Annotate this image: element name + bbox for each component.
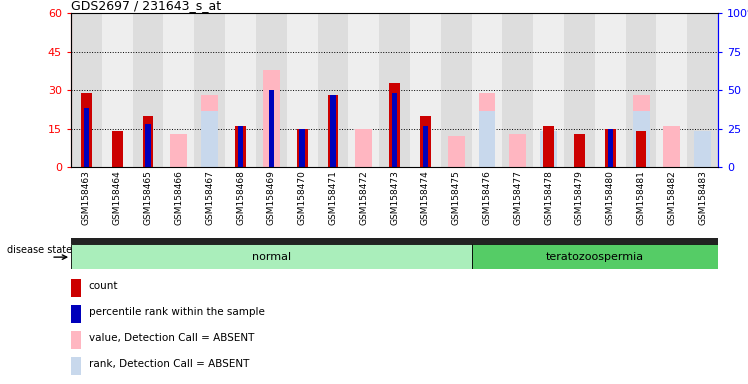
Bar — [71, 280, 81, 298]
Bar — [471, 13, 503, 167]
Bar — [349, 13, 379, 167]
Bar — [71, 358, 81, 375]
Bar — [657, 13, 687, 167]
Bar — [389, 83, 400, 167]
Bar — [636, 131, 646, 167]
Bar — [574, 134, 585, 167]
Text: value, Detection Call = ABSENT: value, Detection Call = ABSENT — [88, 333, 254, 343]
Bar — [331, 95, 336, 167]
Bar — [379, 13, 410, 167]
Bar — [543, 126, 554, 167]
Text: GDS2697 / 231643_s_at: GDS2697 / 231643_s_at — [71, 0, 221, 12]
Text: percentile rank within the sample: percentile rank within the sample — [88, 308, 264, 318]
Bar — [441, 13, 471, 167]
Bar — [420, 116, 431, 167]
Bar — [471, 243, 718, 269]
Bar — [503, 13, 533, 167]
Bar — [71, 331, 81, 349]
Bar — [328, 95, 338, 167]
Bar — [297, 129, 307, 167]
Bar — [423, 126, 428, 167]
Bar — [533, 13, 564, 167]
Bar — [238, 126, 243, 167]
Bar — [299, 129, 305, 167]
Bar — [201, 111, 218, 167]
Bar — [256, 13, 286, 167]
Bar — [694, 134, 711, 167]
Text: rank, Detection Call = ABSENT: rank, Detection Call = ABSENT — [88, 359, 249, 369]
Bar — [605, 129, 616, 167]
Bar — [540, 131, 557, 167]
Text: teratozoospermia: teratozoospermia — [546, 252, 644, 262]
Bar — [171, 134, 187, 167]
Bar — [263, 70, 280, 167]
Bar — [633, 95, 649, 167]
Bar — [509, 134, 527, 167]
Bar — [269, 90, 274, 167]
Bar — [479, 111, 495, 167]
Bar — [607, 129, 613, 167]
Bar — [81, 93, 92, 167]
Bar — [84, 108, 89, 167]
Bar — [355, 129, 373, 167]
Bar — [633, 111, 649, 167]
Bar — [318, 13, 349, 167]
Bar — [663, 126, 681, 167]
Bar — [71, 305, 81, 323]
Bar — [71, 13, 102, 167]
Bar — [286, 13, 318, 167]
Bar — [112, 131, 123, 167]
Bar — [164, 13, 194, 167]
Bar — [564, 13, 595, 167]
Bar — [410, 13, 441, 167]
Bar — [625, 13, 657, 167]
Bar — [145, 124, 151, 167]
Bar — [71, 238, 718, 243]
Bar — [71, 243, 471, 269]
Bar — [102, 13, 132, 167]
Text: normal: normal — [252, 252, 291, 262]
Bar — [143, 116, 153, 167]
Bar — [392, 93, 397, 167]
Bar — [235, 126, 246, 167]
Bar — [687, 13, 718, 167]
Bar — [694, 131, 711, 167]
Bar — [225, 13, 256, 167]
Bar — [595, 13, 625, 167]
Bar — [201, 95, 218, 167]
Text: count: count — [88, 281, 118, 291]
Text: disease state: disease state — [7, 245, 72, 255]
Bar — [448, 136, 465, 167]
Bar — [132, 13, 164, 167]
Bar — [479, 93, 495, 167]
Bar — [194, 13, 225, 167]
